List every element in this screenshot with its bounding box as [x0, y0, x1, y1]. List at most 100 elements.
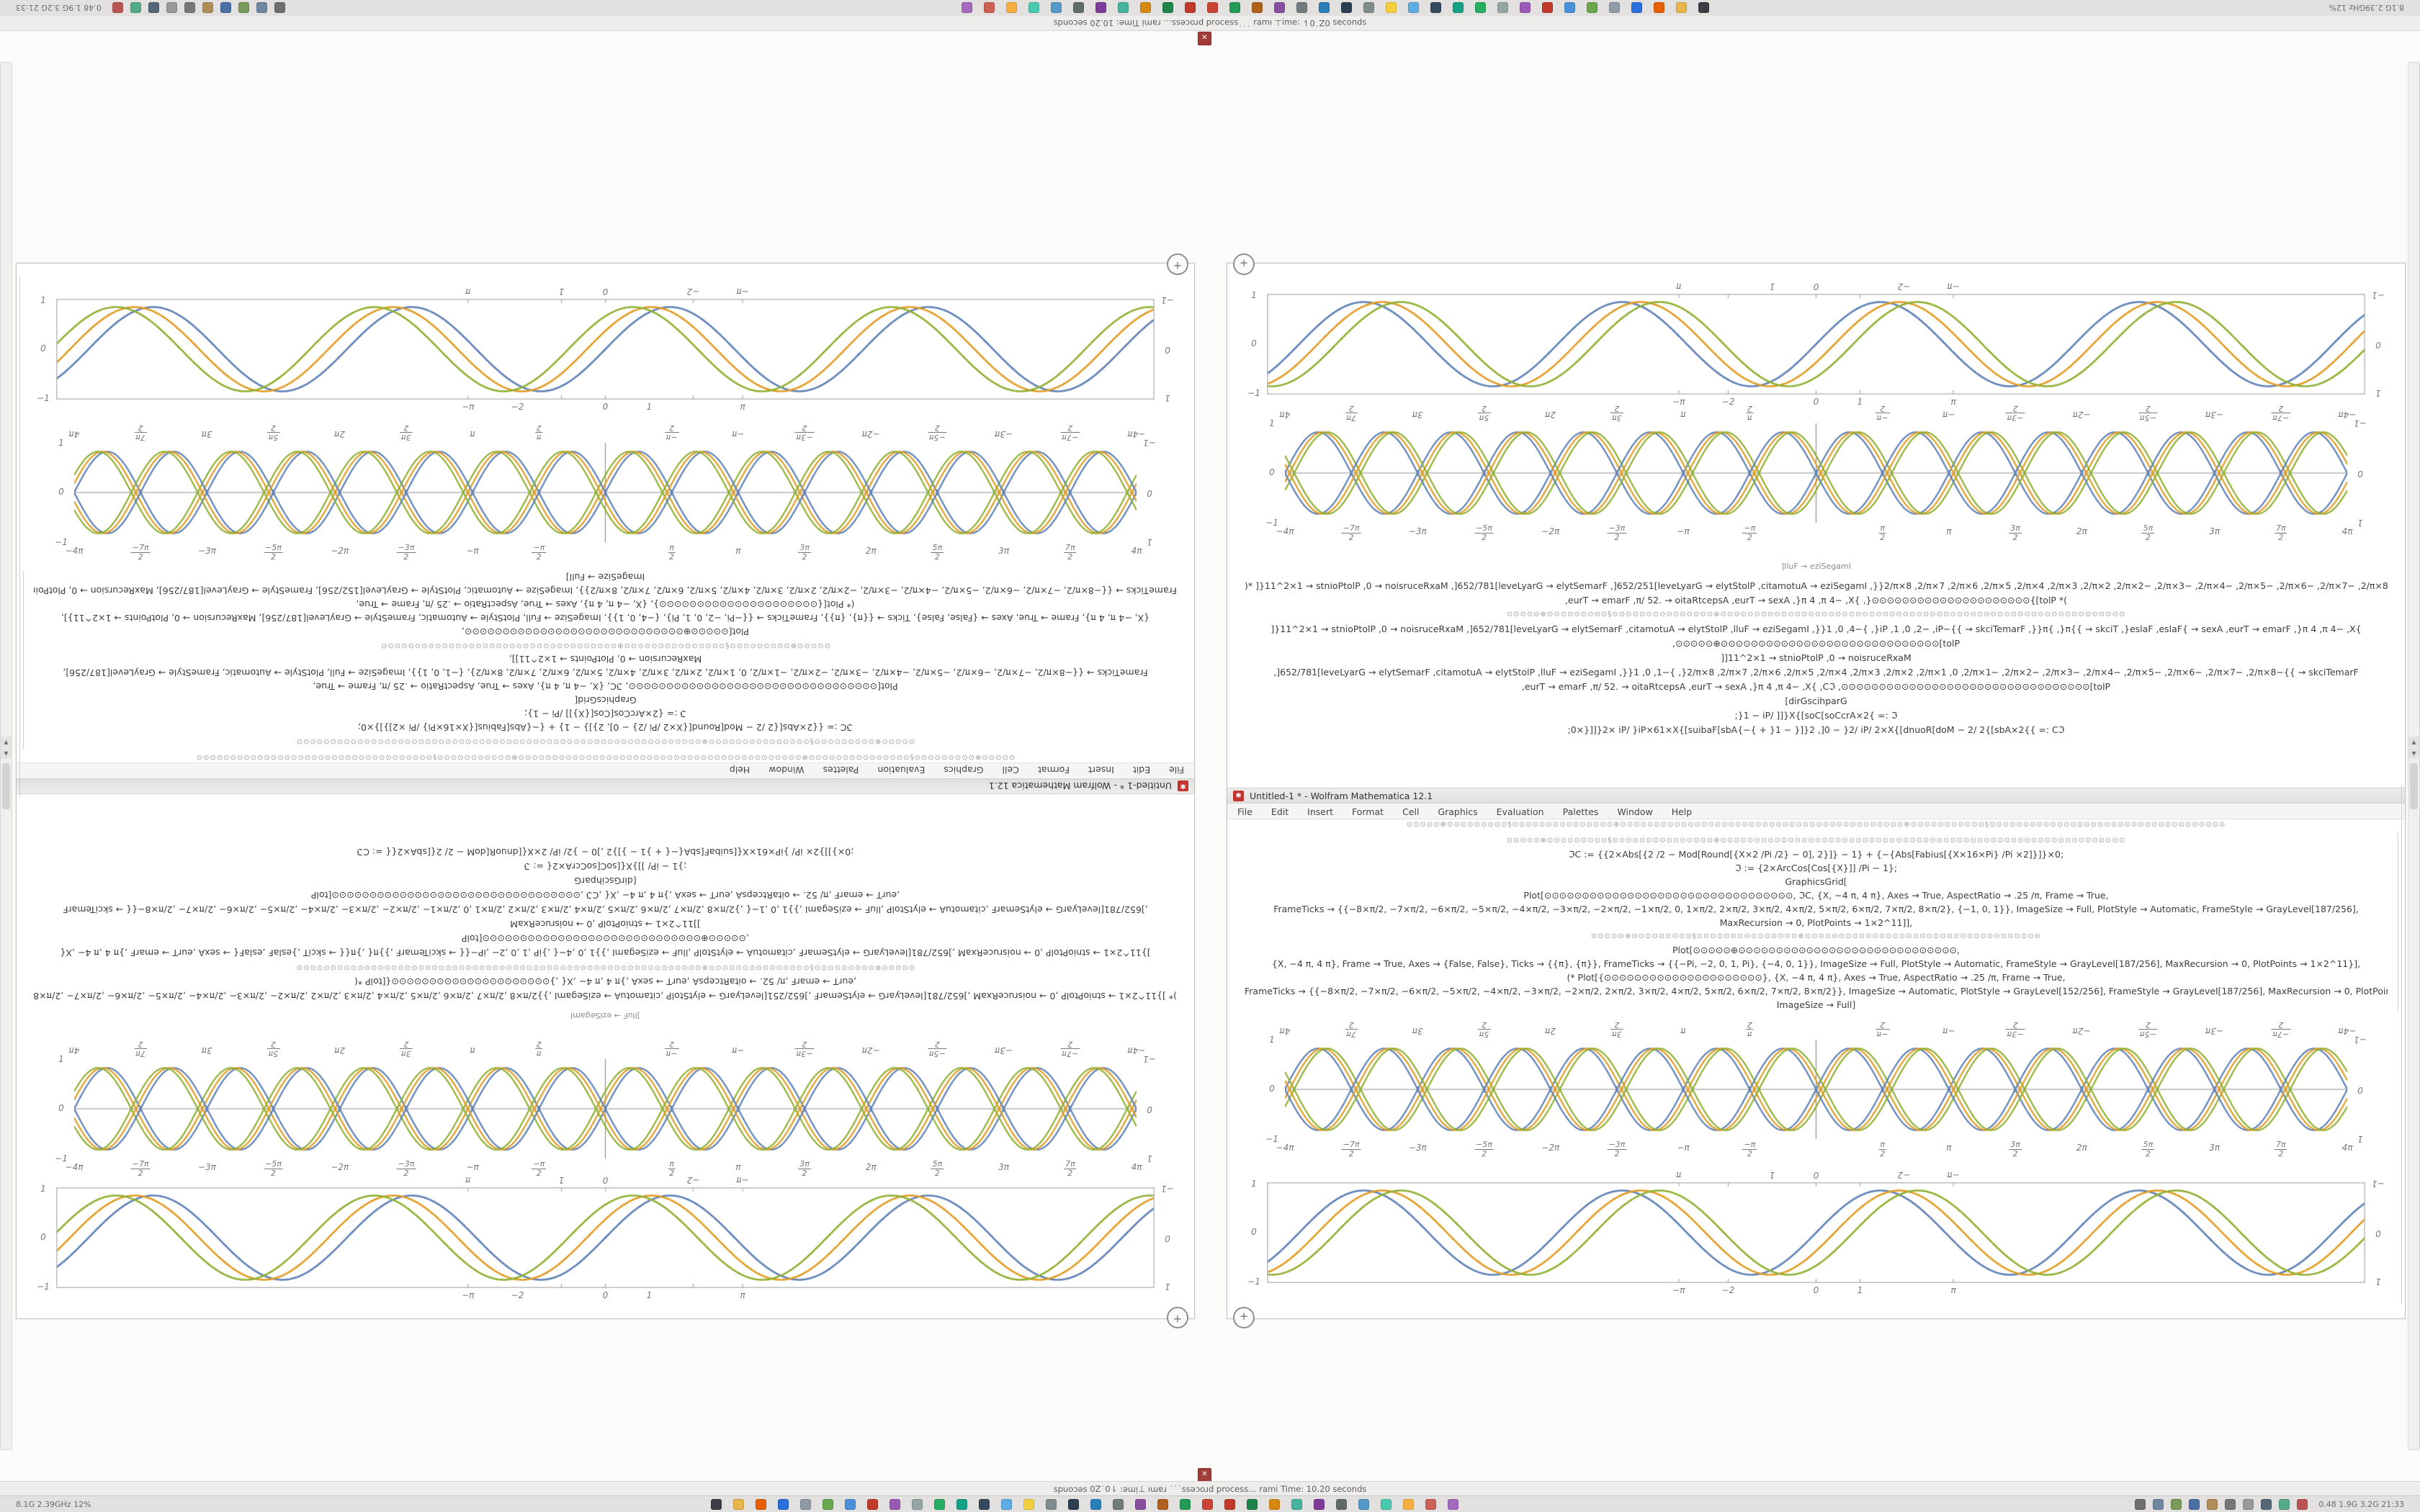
disk-icon[interactable]: [1045, 1498, 1057, 1510]
network-tray-icon[interactable]: [2153, 1498, 2164, 1510]
magnify-plus-button-top[interactable]: +: [1167, 1307, 1188, 1328]
chat-icon[interactable]: [1291, 1498, 1302, 1510]
pdf-icon[interactable]: [1224, 1498, 1235, 1510]
volume-icon[interactable]: [2135, 1498, 2146, 1510]
monitor-icon[interactable]: [1341, 2, 1353, 14]
menu-item-insert[interactable]: Insert: [1088, 765, 1114, 776]
text-editor-icon[interactable]: [1609, 2, 1621, 14]
menu-item-edit[interactable]: Edit: [1270, 806, 1289, 817]
network-tray-icon[interactable]: [256, 2, 267, 14]
update-icon[interactable]: [1028, 2, 1040, 14]
code-cell-lower[interactable]: ⊙⊙⊙⊙⊙⊕⊙⊙⊙⊙⊙⊙⊙⊙⊙§⊙⊙⊙⊙⊙⊙⊙⊙⊙⊙⊙⊙⊙⊙⊙⊕⊙⊙⊙⊙⊙⊙⊙⊙…: [34, 570, 1177, 748]
maps-icon[interactable]: [1453, 2, 1464, 14]
battery-icon[interactable]: [2171, 1498, 2182, 1510]
code-cell-lower[interactable]: ⊙⊙⊙⊙⊙⊕⊙⊙⊙⊙⊙⊙⊙⊙⊙§⊙⊙⊙⊙⊙⊙⊙⊙⊙⊙⊙⊙⊙⊙⊙⊕⊙⊙⊙⊙⊙⊙⊙⊙…: [1245, 834, 2388, 1012]
bluetooth-icon[interactable]: [2189, 1498, 2200, 1510]
sheets-icon[interactable]: [1162, 2, 1174, 14]
menu-item-format[interactable]: Format: [1352, 806, 1384, 817]
scroll-down-arrow[interactable]: ▼: [1, 748, 12, 759]
sheets-icon[interactable]: [1246, 1498, 1258, 1510]
menu-item-format[interactable]: Format: [1037, 765, 1070, 776]
pdf-icon[interactable]: [1185, 2, 1196, 14]
settings-icon[interactable]: [1497, 2, 1509, 14]
magnify-plus-button-top[interactable]: +: [1233, 253, 1255, 275]
firefox-icon[interactable]: [1654, 2, 1665, 14]
window-titlebar[interactable]: ✱ Untitled-1 * - Wolfram Mathematica 12.…: [1227, 788, 2405, 804]
menu-item-palettes[interactable]: Palettes: [823, 765, 859, 776]
slides-icon[interactable]: [1268, 1498, 1280, 1510]
thunderbird-icon[interactable]: [777, 1498, 789, 1510]
video-icon[interactable]: [1313, 1498, 1325, 1510]
weather-icon[interactable]: [1000, 1498, 1012, 1510]
power-icon[interactable]: [1425, 1498, 1436, 1510]
clock-icon[interactable]: [978, 1498, 990, 1510]
scroll-thumb[interactable]: [2410, 763, 2418, 809]
clipboard-icon[interactable]: [166, 2, 177, 14]
clipboard-icon[interactable]: [2243, 1498, 2254, 1510]
menu-item-window[interactable]: Window: [1617, 806, 1653, 817]
code-cell-upper[interactable]: )* ]}11^2×1 → stnioPtolP ,0 → noisruceRx…: [1245, 579, 2388, 737]
music-icon[interactable]: [1542, 2, 1554, 14]
files-icon[interactable]: [732, 1498, 744, 1510]
menu-item-help[interactable]: Help: [729, 765, 750, 776]
updates-icon[interactable]: [2279, 1498, 2290, 1510]
archive-icon[interactable]: [1252, 2, 1263, 14]
cell-bracket-inner[interactable]: [23, 571, 24, 750]
weather-icon[interactable]: [1408, 2, 1420, 14]
bluetooth-icon[interactable]: [220, 2, 231, 14]
slides-icon[interactable]: [1140, 2, 1152, 14]
music-icon[interactable]: [866, 1498, 878, 1510]
code-icon[interactable]: [1179, 1498, 1191, 1510]
menu-item-window[interactable]: Window: [768, 765, 805, 776]
close-button-bottom[interactable]: ✕: [1198, 1468, 1211, 1482]
menu-item-cell[interactable]: Cell: [1402, 806, 1420, 817]
thunderbird-icon[interactable]: [1631, 2, 1643, 14]
photos-icon[interactable]: [1520, 2, 1531, 14]
network-icon[interactable]: [1319, 2, 1330, 14]
trash-icon[interactable]: [1073, 2, 1085, 14]
cell-bracket-outer[interactable]: [19, 277, 20, 797]
store-icon[interactable]: [933, 1498, 945, 1510]
clock-icon[interactable]: [1430, 2, 1442, 14]
photos-icon[interactable]: [889, 1498, 900, 1510]
video-icon[interactable]: [1095, 2, 1107, 14]
menu-item-evaluation[interactable]: Evaluation: [877, 765, 926, 776]
magnify-plus-button-bottom[interactable]: +: [1233, 1307, 1255, 1328]
keyboard-icon[interactable]: [184, 2, 195, 14]
magnify-plus-button-bottom[interactable]: +: [1167, 253, 1188, 275]
update-icon[interactable]: [1380, 1498, 1392, 1510]
notifications-icon[interactable]: [2207, 1498, 2218, 1510]
menu-item-edit[interactable]: Edit: [1132, 765, 1151, 776]
close-button-top[interactable]: ✕: [1198, 32, 1211, 45]
paint-icon[interactable]: [1207, 2, 1219, 14]
burner-icon[interactable]: [1447, 1498, 1458, 1510]
volume-icon[interactable]: [274, 2, 285, 14]
menu-item-insert[interactable]: Insert: [1307, 806, 1333, 817]
firefox-icon[interactable]: [755, 1498, 766, 1510]
store-icon[interactable]: [1475, 2, 1487, 14]
terminal-icon[interactable]: [710, 1498, 722, 1510]
code-cell-upper[interactable]: )* ]}11^2×1 → stnioPtolP ,0 → noisruceRx…: [34, 845, 1177, 1003]
menu-item-file[interactable]: File: [1169, 765, 1184, 776]
menu-item-graphics[interactable]: Graphics: [1438, 806, 1478, 817]
vpn-icon[interactable]: [2261, 1498, 2272, 1510]
terminal-icon[interactable]: [1698, 2, 1710, 14]
power-icon[interactable]: [984, 2, 995, 14]
printer-icon[interactable]: [1296, 2, 1308, 14]
search-icon[interactable]: [1051, 2, 1062, 14]
network-icon[interactable]: [1090, 1498, 1101, 1510]
right-scrollbar[interactable]: ▲ ▼: [2408, 62, 2420, 1450]
maps-icon[interactable]: [956, 1498, 967, 1510]
keyboard-icon[interactable]: [2225, 1498, 2236, 1510]
notifications-icon[interactable]: [202, 2, 213, 14]
files-icon[interactable]: [1676, 2, 1688, 14]
window-titlebar[interactable]: ✱ Untitled-1 * - Wolfram Mathematica 12.…: [17, 778, 1194, 794]
code-icon[interactable]: [1229, 2, 1241, 14]
calculator-icon[interactable]: [822, 1498, 833, 1510]
help-icon[interactable]: [1402, 1498, 1414, 1510]
cell-bracket-outer[interactable]: [2401, 785, 2402, 1305]
chromium-icon[interactable]: [1564, 2, 1576, 14]
camera-icon[interactable]: [1274, 2, 1286, 14]
updates-icon[interactable]: [130, 2, 141, 14]
menu-item-cell[interactable]: Cell: [1002, 765, 1019, 776]
